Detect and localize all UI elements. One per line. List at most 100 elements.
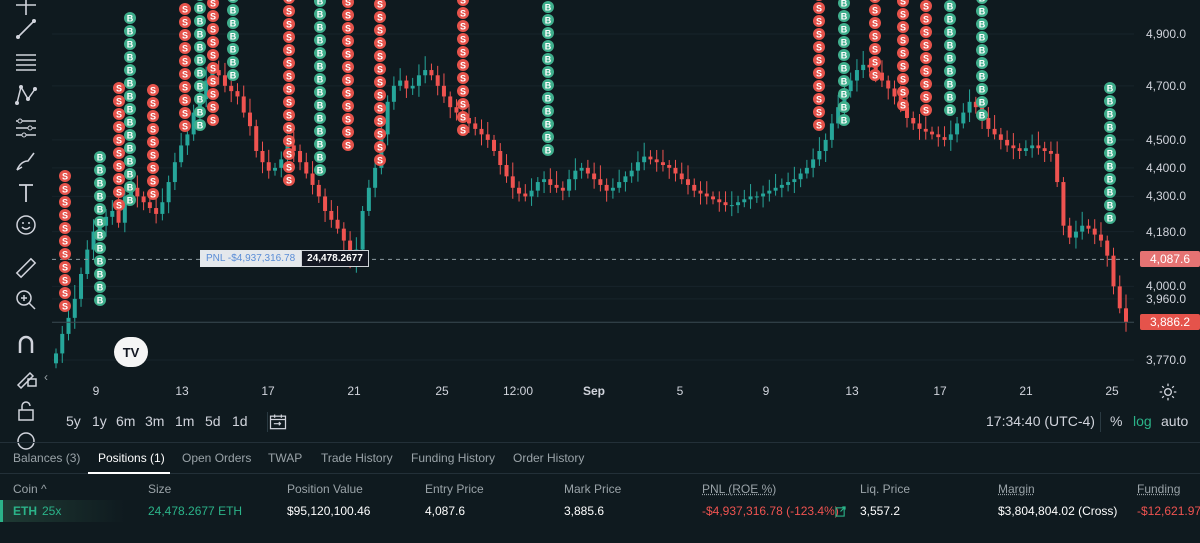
marker-letter: B	[317, 166, 324, 176]
lock-icon[interactable]	[10, 396, 42, 426]
emoji-icon[interactable]	[10, 210, 42, 240]
buy-marker: B	[94, 190, 106, 202]
header-pnl[interactable]: PNL (ROE %)	[702, 482, 777, 496]
range-5y[interactable]: 5y	[66, 413, 81, 429]
cursor-icon[interactable]	[10, 0, 42, 20]
marker-letter: S	[286, 98, 292, 108]
header-entry-price[interactable]: Entry Price	[425, 482, 484, 496]
candle-body	[848, 80, 853, 92]
sell-marker: S	[920, 104, 932, 116]
sell-marker-dot	[374, 63, 386, 75]
header-size[interactable]: Size	[148, 482, 172, 496]
gear-icon[interactable]	[1158, 382, 1178, 402]
marker-letter: B	[317, 36, 324, 46]
header-liq-price[interactable]: Liq. Price	[860, 482, 911, 496]
tab-balances[interactable]: Balances (3)	[13, 451, 81, 465]
marker-letter: B	[979, 59, 986, 69]
sell-marker-dot	[374, 154, 386, 166]
sell-marker: S	[283, 5, 295, 17]
text-icon[interactable]	[10, 178, 42, 208]
sell-marker: S	[374, 154, 386, 166]
tab-funding-history[interactable]: Funding History	[411, 451, 496, 465]
header-funding[interactable]: Funding	[1137, 482, 1181, 496]
buy-marker-dot	[194, 80, 206, 92]
tab-open-orders[interactable]: Open Orders	[182, 451, 252, 465]
buy-marker-dot	[314, 8, 326, 20]
range-6m[interactable]: 6m	[116, 413, 136, 429]
buy-marker-dot	[124, 129, 136, 141]
sell-marker-dot	[179, 16, 191, 28]
header-coin[interactable]: Coin ^	[13, 482, 47, 496]
sell-marker-dot	[920, 0, 932, 12]
tab-positions[interactable]: Positions (1)	[98, 451, 165, 465]
collapse-toolbar-icon[interactable]: ‹	[44, 370, 48, 384]
range-5d[interactable]: 5d	[205, 413, 221, 429]
sell-marker: S	[920, 0, 932, 12]
candle-body	[1036, 145, 1041, 149]
tab-twap[interactable]: TWAP	[268, 451, 303, 465]
sell-marker-dot	[457, 46, 469, 58]
zoom-in-icon[interactable]	[10, 285, 42, 315]
header-margin[interactable]: Margin	[998, 482, 1035, 496]
buy-marker: B	[944, 91, 956, 103]
marker-letter: S	[816, 56, 822, 66]
share-pnl-icon[interactable]	[835, 504, 846, 522]
marker-letter: B	[197, 121, 204, 131]
marker-letter: S	[923, 15, 929, 25]
marker-letter: B	[197, 56, 204, 66]
marker-letter: B	[979, 98, 986, 108]
fib-icon[interactable]	[10, 113, 42, 143]
date-range-icon[interactable]	[268, 412, 288, 437]
candle-body	[792, 179, 797, 183]
candle-body	[66, 317, 71, 334]
buy-marker: B	[194, 28, 206, 40]
horizontal-lines-icon[interactable]	[10, 47, 42, 77]
marker-letter: S	[816, 95, 822, 105]
lock-drawing-icon[interactable]	[10, 362, 42, 392]
range-1d[interactable]: 1d	[232, 413, 248, 429]
marker-letter: S	[286, 150, 292, 160]
range-1m[interactable]: 1m	[175, 413, 195, 429]
buy-marker-dot	[944, 65, 956, 77]
auto-toggle[interactable]: auto	[1161, 413, 1189, 429]
position-size-value: 24,478.2677	[301, 250, 369, 268]
cell-coin[interactable]: ETH	[13, 504, 37, 518]
header-mark-price[interactable]: Mark Price	[564, 482, 622, 496]
candle-body	[892, 88, 897, 97]
buy-marker: B	[542, 79, 554, 91]
marker-letter: S	[872, 0, 878, 3]
trend-line-icon[interactable]	[10, 14, 42, 44]
header-position-value[interactable]: Position Value	[287, 482, 363, 496]
pattern-icon[interactable]	[10, 80, 42, 110]
sell-marker: S	[59, 196, 71, 208]
magnet-icon[interactable]	[10, 330, 42, 360]
range-3m[interactable]: 3m	[145, 413, 165, 429]
marker-letter: S	[816, 108, 822, 118]
price-axis[interactable]: 4,900.0 4,700.0 4,500.0 4,400.0 4,300.0 4,180…	[1134, 0, 1200, 380]
buy-marker-dot	[227, 56, 239, 68]
ruler-icon[interactable]	[10, 253, 42, 283]
eye-icon[interactable]	[10, 426, 42, 456]
sell-marker: S	[342, 35, 354, 47]
time-axis[interactable]: 9 13 17 21 25 12:00 Sep 5 9 13 17 21 25	[52, 380, 1134, 404]
sell-marker: S	[283, 148, 295, 160]
percent-toggle[interactable]: %	[1110, 413, 1123, 429]
sell-marker-dot	[283, 109, 295, 121]
brush-icon[interactable]	[10, 146, 42, 176]
time-tick-label: 21	[347, 384, 361, 398]
marker-letter: S	[377, 143, 383, 153]
tab-trade-history[interactable]: Trade History	[321, 451, 393, 465]
clock-timestamp[interactable]: 17:34:40 (UTC-4)	[986, 413, 1095, 429]
tab-order-history[interactable]: Order History	[513, 451, 585, 465]
range-1y[interactable]: 1y	[92, 413, 107, 429]
buy-marker-dot	[94, 242, 106, 254]
marker-letter: B	[947, 41, 954, 51]
marker-letter: S	[116, 97, 122, 107]
candlestick-chart[interactable]: SSSSSSSSSSSBBBBBBBBBBBBSSSSSSSSSSBBBBBBB…	[52, 0, 1134, 380]
sell-marker: S	[897, 34, 909, 46]
log-toggle[interactable]: log	[1133, 413, 1152, 429]
sell-marker: S	[283, 122, 295, 134]
sell-marker-dot	[207, 88, 219, 100]
sell-marker-dot	[374, 24, 386, 36]
